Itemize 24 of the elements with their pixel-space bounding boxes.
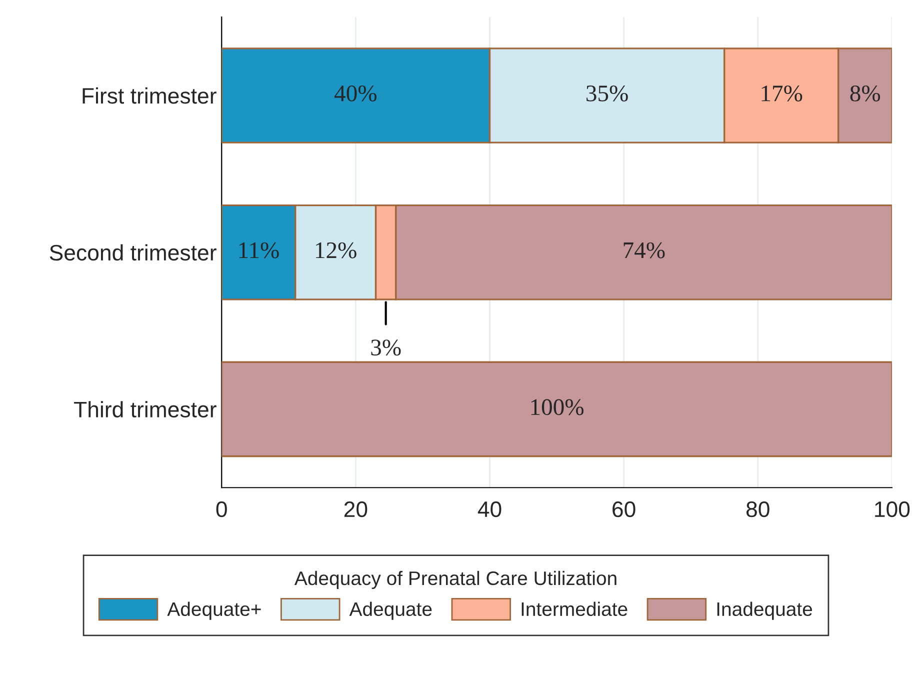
legend-label: Adequate (349, 602, 432, 620)
data-label: 8% (850, 85, 880, 102)
data-label: 12% (316, 242, 356, 258)
legend-label: Inadequate (717, 602, 812, 620)
data-label: 3% (371, 340, 401, 356)
y-tick-label: Third trimester (74, 401, 216, 418)
x-tick-label: 0 (216, 501, 227, 518)
x-tick-label: 80 (746, 501, 770, 518)
data-label: 35% (586, 85, 628, 102)
bar (222, 361, 892, 458)
x-tick-label: 40 (478, 501, 502, 518)
legend-label: Adequate+ (167, 602, 261, 620)
y-tick-label: Second trimester (50, 244, 216, 261)
data-label: 11% (239, 242, 279, 258)
data-label: 100% (531, 399, 584, 416)
x-tick-label: 100 (875, 501, 910, 518)
legend-label: Intermediate (522, 602, 628, 616)
data-label: 17% (762, 85, 802, 102)
y-tick-label: First trimester (82, 87, 216, 104)
legend-title: Adequacy of Prenatal Care Utilization (294, 570, 616, 590)
data-label: 74% (624, 242, 665, 258)
x-tick-label: 20 (344, 501, 368, 518)
data-label: 40% (334, 85, 377, 102)
x-tick-label: 60 (612, 501, 636, 518)
